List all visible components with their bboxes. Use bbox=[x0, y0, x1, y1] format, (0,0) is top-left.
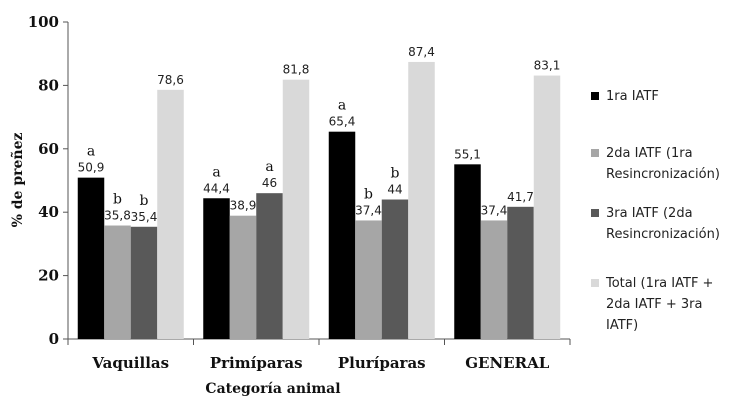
y-tick-label: 80 bbox=[38, 76, 59, 94]
significance-letter: b bbox=[140, 193, 149, 209]
data-label: 50,9 bbox=[78, 161, 105, 175]
legend-label: 2da IATF + 3ra bbox=[606, 297, 703, 312]
data-label: 83,1 bbox=[534, 59, 561, 73]
legend: 1ra IATF 2da IATF (1ra Resincronización) 3r… bbox=[591, 89, 720, 333]
bar bbox=[533, 75, 561, 339]
significance-letter: a bbox=[338, 98, 346, 114]
data-label: 41,7 bbox=[507, 190, 534, 204]
x-tick-label: GENERAL bbox=[465, 354, 549, 372]
data-label: 46 bbox=[262, 176, 277, 190]
bar bbox=[454, 164, 481, 339]
legend-swatch bbox=[591, 92, 599, 100]
legend-swatch bbox=[591, 149, 599, 157]
bar bbox=[256, 193, 283, 339]
significance-letter: b bbox=[113, 192, 122, 208]
legend-label: IATF) bbox=[606, 318, 638, 333]
bar bbox=[203, 198, 230, 339]
data-label: 38,9 bbox=[230, 199, 257, 213]
legend-label: 1ra IATF bbox=[606, 89, 659, 104]
bar bbox=[104, 225, 131, 339]
bar bbox=[328, 131, 356, 339]
data-label: 37,4 bbox=[355, 203, 382, 217]
bar bbox=[480, 220, 508, 339]
bar bbox=[130, 226, 158, 339]
significance-letter: b bbox=[364, 186, 373, 202]
significance-letter: a bbox=[87, 144, 95, 160]
x-tick-label: Pluríparas bbox=[338, 354, 426, 372]
data-label: 78,6 bbox=[157, 73, 184, 87]
legend-swatch bbox=[591, 279, 599, 287]
data-label: 81,8 bbox=[283, 63, 310, 77]
bar bbox=[229, 215, 257, 339]
y-tick-label: 100 bbox=[28, 13, 59, 31]
y-axis-title: % de preñez bbox=[9, 133, 26, 228]
y-tick-label: 60 bbox=[38, 140, 59, 158]
bar bbox=[355, 220, 382, 339]
x-axis-title: Categoría animal bbox=[205, 381, 340, 397]
plot-area: 0 20 40 60 80 100 Vaquillas Primíparas Plurípara… bbox=[28, 13, 571, 372]
significance-letter: a bbox=[265, 159, 273, 175]
data-label: 65,4 bbox=[329, 115, 356, 129]
bar bbox=[381, 199, 409, 339]
legend-label: 2da IATF (1ra bbox=[606, 146, 693, 161]
legend-label: 3ra IATF (2da bbox=[606, 206, 693, 221]
significance-letter: b bbox=[391, 166, 400, 182]
y-tick-label: 40 bbox=[38, 203, 59, 221]
y-tick-label: 0 bbox=[49, 330, 59, 348]
x-tick-label: Vaquillas bbox=[91, 354, 169, 372]
bar bbox=[157, 89, 184, 339]
legend-label: Total (1ra IATF + bbox=[605, 276, 713, 291]
significance-letter: a bbox=[212, 164, 220, 180]
data-label: 87,4 bbox=[408, 45, 435, 59]
data-label: 35,4 bbox=[131, 210, 158, 224]
bar bbox=[507, 206, 534, 339]
bar bbox=[408, 61, 435, 339]
legend-label: Resincronización) bbox=[606, 167, 720, 182]
bar bbox=[77, 177, 105, 339]
data-label: 35,8 bbox=[104, 209, 131, 223]
legend-swatch bbox=[591, 209, 599, 217]
data-label: 44,4 bbox=[203, 181, 230, 195]
data-label: 37,4 bbox=[481, 203, 508, 217]
legend-label: Resincronización) bbox=[606, 227, 720, 242]
data-label: 44 bbox=[387, 183, 402, 197]
data-label: 55,1 bbox=[454, 147, 481, 161]
y-tick-label: 20 bbox=[38, 267, 59, 285]
x-tick-label: Primíparas bbox=[210, 354, 303, 372]
bar bbox=[282, 79, 310, 339]
